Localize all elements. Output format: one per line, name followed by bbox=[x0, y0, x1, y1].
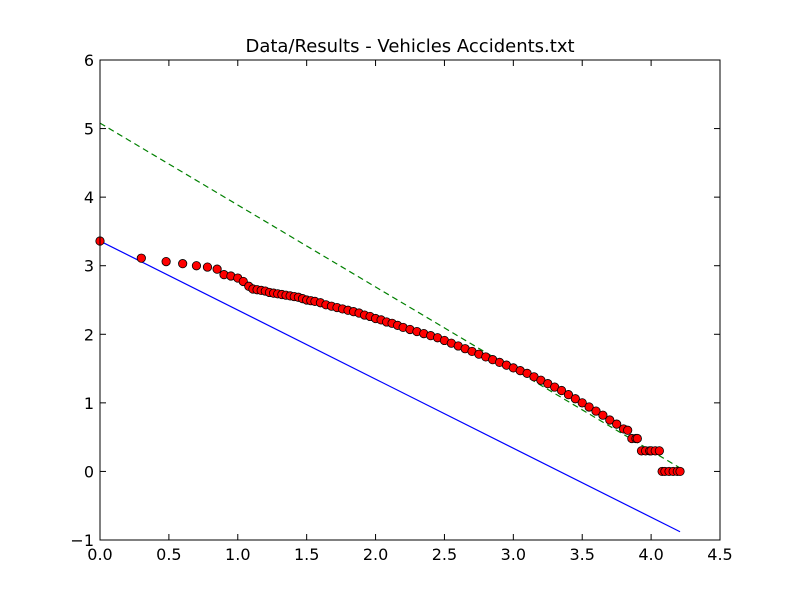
data-point bbox=[605, 415, 615, 425]
data-point bbox=[178, 259, 188, 269]
y-tick-label: −1 bbox=[70, 531, 94, 550]
data-point bbox=[570, 394, 580, 404]
x-tick-label: 1.0 bbox=[225, 545, 250, 564]
data-point bbox=[654, 446, 664, 456]
data-point bbox=[612, 419, 622, 429]
y-tick-label: 3 bbox=[84, 257, 94, 276]
x-tick-label: 3.5 bbox=[569, 545, 594, 564]
y-tick-label: 4 bbox=[84, 188, 94, 207]
data-point bbox=[191, 261, 202, 271]
fit-lines bbox=[99, 122, 681, 533]
y-tick-label: 6 bbox=[84, 51, 94, 70]
data-point bbox=[591, 406, 601, 416]
solid-fit-line bbox=[99, 240, 681, 533]
data-point bbox=[632, 433, 642, 444]
data-point bbox=[584, 402, 594, 412]
data-point bbox=[675, 466, 685, 477]
chart-title: Data/Results - Vehicles Accidents.txt bbox=[245, 36, 574, 57]
x-tick-label: 4.5 bbox=[707, 545, 732, 564]
data-point bbox=[598, 410, 608, 420]
data-point bbox=[136, 253, 146, 263]
data-points bbox=[95, 236, 685, 477]
plot-frame bbox=[99, 59, 721, 541]
data-point bbox=[212, 264, 222, 274]
y-tick-label: 5 bbox=[84, 120, 94, 139]
x-tick-label: 0.5 bbox=[156, 545, 181, 564]
data-point bbox=[577, 398, 587, 408]
axis-ticks bbox=[99, 59, 721, 541]
x-tick-label: 0.0 bbox=[87, 545, 112, 564]
x-tick-label: 3.0 bbox=[501, 545, 526, 564]
x-tick-label: 1.5 bbox=[294, 545, 319, 564]
dashed-fit-line bbox=[99, 122, 681, 469]
data-point bbox=[202, 262, 213, 272]
data-point bbox=[556, 385, 567, 396]
data-point bbox=[161, 256, 171, 267]
x-tick-label: 4.0 bbox=[638, 545, 663, 564]
data-point bbox=[563, 390, 574, 400]
y-tick-label: 2 bbox=[84, 325, 94, 344]
x-tick-label: 2.0 bbox=[363, 545, 388, 564]
y-tick-label: 0 bbox=[84, 462, 94, 481]
axis-tick-labels: 0.0 0.5 1.0 1.5 2.0 2.5 3.0 3.5 4.0 4.5 −1 0 1 2 3 4 5 6 bbox=[70, 51, 732, 564]
y-tick-label: 1 bbox=[84, 394, 94, 413]
data-point bbox=[623, 425, 633, 435]
x-tick-label: 2.5 bbox=[432, 545, 457, 564]
